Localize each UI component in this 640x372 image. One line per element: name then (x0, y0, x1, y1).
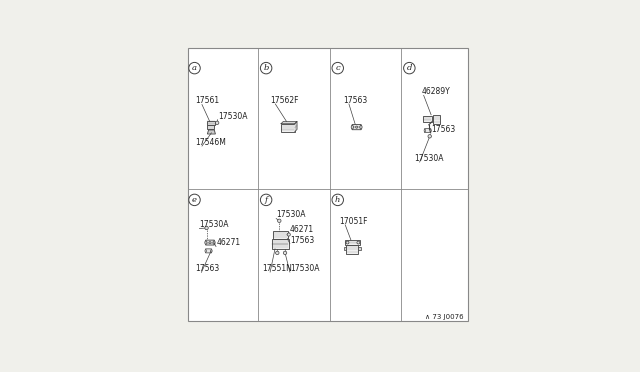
Text: 17051F: 17051F (339, 217, 368, 226)
Polygon shape (295, 121, 297, 132)
Text: ∧ 73 J0076: ∧ 73 J0076 (424, 314, 463, 320)
Circle shape (260, 62, 272, 74)
Text: 17562F: 17562F (270, 96, 299, 105)
Circle shape (189, 62, 200, 74)
Bar (423, 116, 432, 122)
Ellipse shape (424, 129, 426, 132)
Circle shape (332, 194, 344, 206)
Ellipse shape (429, 129, 431, 132)
Text: h: h (335, 196, 340, 204)
Text: c: c (335, 64, 340, 72)
Bar (344, 247, 346, 250)
Text: 17563: 17563 (196, 264, 220, 273)
Text: a: a (192, 64, 197, 72)
Circle shape (216, 121, 219, 125)
Text: 17563: 17563 (343, 96, 367, 105)
Bar (358, 247, 361, 250)
Circle shape (428, 135, 431, 138)
Text: 17563: 17563 (431, 125, 456, 134)
Polygon shape (207, 125, 214, 129)
Circle shape (284, 251, 287, 254)
Polygon shape (281, 121, 297, 124)
Circle shape (276, 251, 279, 254)
Ellipse shape (351, 125, 353, 129)
Circle shape (355, 126, 358, 128)
Bar (433, 115, 440, 124)
Text: 17530A: 17530A (200, 220, 229, 230)
Text: 46289Y: 46289Y (421, 87, 450, 96)
Circle shape (346, 241, 349, 244)
Circle shape (260, 194, 272, 206)
FancyBboxPatch shape (205, 249, 212, 253)
Circle shape (287, 233, 291, 236)
Polygon shape (207, 130, 216, 134)
Circle shape (189, 194, 200, 206)
Text: 17530A: 17530A (276, 211, 306, 219)
Text: e: e (192, 196, 197, 204)
FancyBboxPatch shape (352, 125, 361, 130)
Bar (271, 238, 289, 250)
Text: 17561: 17561 (196, 96, 220, 105)
Ellipse shape (211, 250, 212, 252)
Ellipse shape (213, 241, 215, 244)
Polygon shape (207, 121, 216, 125)
Text: 17530A: 17530A (218, 112, 247, 121)
Circle shape (278, 219, 281, 222)
Circle shape (205, 226, 208, 230)
Bar (345, 240, 360, 245)
Text: d: d (406, 64, 412, 72)
Text: 17546M: 17546M (196, 138, 227, 147)
Bar (346, 245, 358, 254)
Circle shape (332, 62, 344, 74)
FancyBboxPatch shape (205, 240, 214, 245)
Bar (273, 231, 287, 238)
Text: 17530A: 17530A (415, 154, 444, 163)
Circle shape (404, 62, 415, 74)
Text: 17551N: 17551N (262, 264, 292, 273)
Ellipse shape (205, 241, 207, 244)
FancyBboxPatch shape (424, 129, 431, 132)
Text: f: f (264, 196, 268, 204)
Text: 17563: 17563 (290, 235, 314, 244)
Text: 46271: 46271 (216, 238, 241, 247)
Circle shape (357, 241, 360, 244)
Circle shape (209, 241, 211, 244)
Text: 17530A: 17530A (290, 264, 320, 273)
Text: b: b (264, 64, 269, 72)
Bar (281, 124, 295, 132)
Ellipse shape (205, 250, 207, 252)
Text: 46271: 46271 (289, 225, 314, 234)
Ellipse shape (360, 125, 362, 129)
